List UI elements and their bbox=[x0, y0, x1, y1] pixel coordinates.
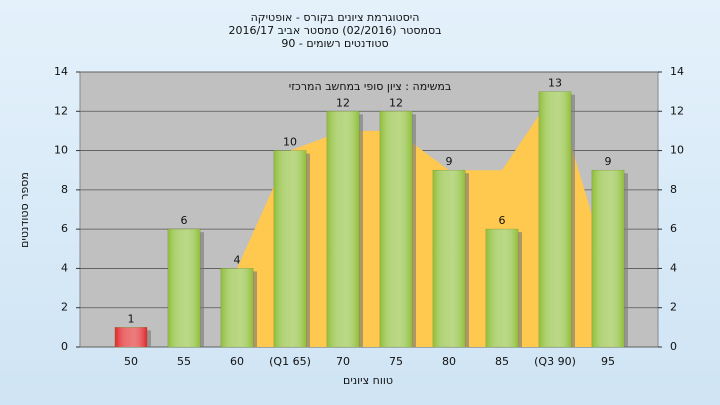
y-tick-label: 4 bbox=[61, 261, 68, 274]
bar-shine bbox=[539, 91, 571, 348]
y-tick-label: 12 bbox=[54, 104, 68, 117]
value-label: 4 bbox=[234, 253, 241, 266]
y2-tick-label: 14 bbox=[670, 65, 684, 78]
value-label: 9 bbox=[605, 155, 612, 168]
bar-shine bbox=[433, 170, 465, 347]
value-label: 1 bbox=[128, 312, 135, 325]
y2-tick-label: 10 bbox=[670, 144, 684, 157]
value-label: 10 bbox=[283, 136, 297, 149]
y-tick-label: 6 bbox=[61, 222, 68, 235]
value-label: 9 bbox=[446, 155, 453, 168]
x-tick-label: 85 bbox=[495, 355, 509, 368]
y2-tick-label: 4 bbox=[670, 261, 677, 274]
bar-shine bbox=[168, 229, 200, 347]
x-tick-label: 60 bbox=[230, 355, 244, 368]
bar-shine bbox=[486, 229, 518, 347]
chart-subtitle: סטודנטים רשומים - 90 bbox=[281, 37, 388, 50]
x-tick-label: 80 bbox=[442, 355, 456, 368]
y-tick-label: 10 bbox=[54, 144, 68, 157]
bar-shine bbox=[380, 111, 412, 348]
x-tick-label: 75 bbox=[389, 355, 403, 368]
y2-tick-label: 12 bbox=[670, 104, 684, 117]
y-tick-label: 0 bbox=[61, 340, 68, 353]
x-tick-label: 70 bbox=[336, 355, 350, 368]
y-axis-label: מספר סטודנטים bbox=[18, 172, 31, 248]
x-axis-label: טווח ציונים bbox=[343, 374, 393, 387]
y2-tick-label: 8 bbox=[670, 183, 677, 196]
y2-tick-label: 0 bbox=[670, 340, 677, 353]
x-tick-label: 95 bbox=[601, 355, 615, 368]
x-tick-label: 55 bbox=[177, 355, 191, 368]
bar-shine bbox=[115, 327, 147, 347]
y2-tick-label: 2 bbox=[670, 301, 677, 314]
bar-shine bbox=[592, 170, 624, 347]
value-label: 12 bbox=[336, 96, 350, 109]
y2-tick-label: 6 bbox=[670, 222, 677, 235]
y-tick-label: 2 bbox=[61, 301, 68, 314]
chart-subtitle: בסמסטר (02/2016) סמסטר אביב 2016/17 bbox=[228, 24, 441, 37]
annotation: במשימה : ציון סופי במחשב המרכזי bbox=[289, 80, 452, 93]
bar-shine bbox=[221, 268, 253, 347]
value-label: 13 bbox=[548, 77, 562, 90]
x-tick-label: 50 bbox=[124, 355, 138, 368]
value-label: 6 bbox=[499, 214, 506, 227]
bar-shine bbox=[327, 111, 359, 348]
chart-title: היסטוגרמת ציונים בקורס - אופטיקה bbox=[251, 11, 420, 24]
value-label: 12 bbox=[389, 96, 403, 109]
bar-shine bbox=[274, 150, 306, 347]
x-tick-label: (Q1 65) bbox=[269, 355, 311, 368]
y-tick-label: 14 bbox=[54, 65, 68, 78]
x-tick-label: (Q3 90) bbox=[534, 355, 576, 368]
y-tick-label: 8 bbox=[61, 183, 68, 196]
value-label: 6 bbox=[181, 214, 188, 227]
